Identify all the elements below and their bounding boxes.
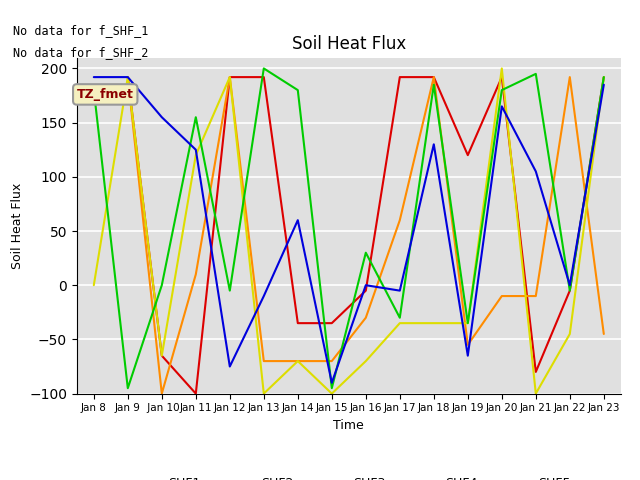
SHF2 (226, 74, 234, 80)
SHF3 (464, 320, 472, 326)
SHF5 (226, 364, 234, 370)
SHF4 (294, 87, 301, 93)
SHF5 (328, 380, 335, 385)
SHF4 (124, 385, 132, 391)
SHF4 (498, 87, 506, 93)
SHF2 (158, 391, 166, 396)
SHF2 (600, 331, 607, 337)
SHF1 (124, 74, 132, 80)
SHF1 (566, 288, 573, 293)
SHF5 (464, 353, 472, 359)
SHF5 (498, 104, 506, 109)
SHF3 (532, 391, 540, 396)
SHF5 (600, 82, 607, 87)
Line: SHF3: SHF3 (94, 69, 604, 394)
SHF1 (464, 152, 472, 158)
SHF3 (566, 331, 573, 337)
SHF3 (430, 320, 438, 326)
SHF5 (532, 168, 540, 174)
SHF4 (192, 114, 200, 120)
SHF3 (90, 282, 98, 288)
SHF3 (158, 353, 166, 359)
X-axis label: Time: Time (333, 419, 364, 432)
Title: Soil Heat Flux: Soil Heat Flux (292, 35, 406, 53)
SHF3 (192, 152, 200, 158)
SHF5 (90, 74, 98, 80)
SHF4 (464, 320, 472, 326)
SHF1 (532, 369, 540, 375)
SHF3 (124, 74, 132, 80)
SHF1 (294, 320, 301, 326)
SHF4 (362, 250, 370, 255)
SHF4 (158, 282, 166, 288)
SHF1 (430, 74, 438, 80)
SHF1 (260, 74, 268, 80)
SHF5 (192, 147, 200, 153)
SHF4 (600, 74, 607, 80)
SHF1 (362, 288, 370, 293)
SHF1 (328, 320, 335, 326)
SHF2 (124, 74, 132, 80)
SHF4 (328, 385, 335, 391)
SHF1 (192, 391, 200, 396)
SHF3 (328, 391, 335, 396)
SHF4 (532, 71, 540, 77)
SHF1 (600, 74, 607, 80)
SHF2 (328, 358, 335, 364)
SHF2 (294, 358, 301, 364)
SHF2 (430, 74, 438, 80)
SHF5 (158, 114, 166, 120)
SHF2 (498, 293, 506, 299)
SHF2 (464, 342, 472, 348)
Text: No data for f_SHF_2: No data for f_SHF_2 (13, 46, 148, 59)
SHF5 (260, 293, 268, 299)
SHF1 (226, 74, 234, 80)
Line: SHF5: SHF5 (94, 77, 604, 383)
SHF1 (498, 74, 506, 80)
SHF5 (566, 282, 573, 288)
SHF4 (90, 87, 98, 93)
Y-axis label: Soil Heat Flux: Soil Heat Flux (10, 182, 24, 269)
SHF2 (362, 315, 370, 321)
Line: SHF1: SHF1 (128, 77, 604, 394)
SHF4 (260, 66, 268, 72)
SHF3 (396, 320, 404, 326)
SHF3 (362, 358, 370, 364)
SHF4 (566, 288, 573, 293)
SHF2 (260, 358, 268, 364)
SHF3 (260, 391, 268, 396)
SHF1 (158, 353, 166, 359)
SHF5 (124, 74, 132, 80)
Text: No data for f_SHF_1: No data for f_SHF_1 (13, 24, 148, 37)
SHF5 (362, 282, 370, 288)
SHF4 (226, 288, 234, 293)
SHF3 (498, 66, 506, 72)
SHF2 (192, 272, 200, 277)
Line: SHF4: SHF4 (94, 69, 604, 388)
Line: SHF2: SHF2 (128, 77, 604, 394)
SHF2 (532, 293, 540, 299)
SHF5 (430, 142, 438, 147)
SHF1 (396, 74, 404, 80)
Legend: SHF1, SHF2, SHF3, SHF4, SHF5: SHF1, SHF2, SHF3, SHF4, SHF5 (122, 472, 575, 480)
SHF4 (430, 82, 438, 87)
SHF5 (396, 288, 404, 293)
Text: TZ_fmet: TZ_fmet (77, 88, 134, 101)
SHF2 (566, 74, 573, 80)
SHF3 (600, 74, 607, 80)
SHF4 (396, 315, 404, 321)
SHF3 (226, 74, 234, 80)
SHF3 (294, 358, 301, 364)
SHF5 (294, 217, 301, 223)
SHF2 (396, 217, 404, 223)
